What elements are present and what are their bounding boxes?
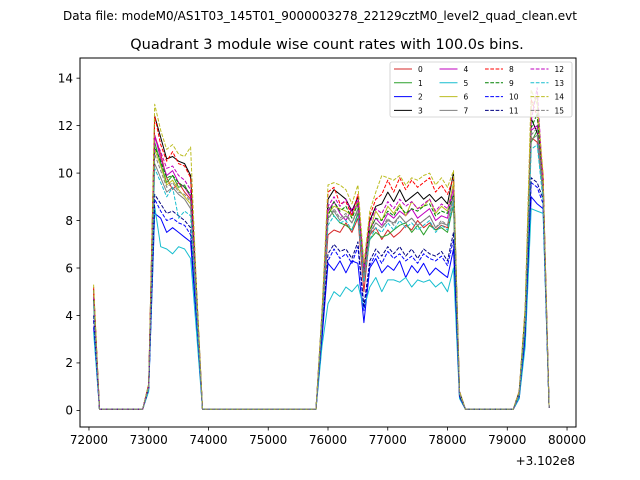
legend-label-13: 13 (555, 79, 565, 88)
axes-background (80, 58, 576, 427)
y-tick-label: 8 (65, 214, 73, 228)
series-layer (93, 87, 550, 410)
y-tick-label: 6 (65, 261, 73, 275)
legend-label-4: 4 (464, 65, 469, 74)
legend-label-6: 6 (464, 93, 469, 102)
legend-label-1: 1 (418, 79, 423, 88)
x-tick-label: 78000 (428, 433, 466, 447)
legend-label-9: 9 (509, 79, 514, 88)
legend-label-3: 3 (418, 106, 423, 115)
suptitle: Data file: modeM0/AS1T03_145T01_90000032… (63, 9, 577, 23)
x-offset-label: +3.102e8 (516, 454, 575, 468)
legend-label-14: 14 (555, 93, 565, 102)
legend-label-11: 11 (509, 106, 519, 115)
y-tick-label: 4 (65, 309, 73, 323)
x-tick-label: 73000 (130, 433, 168, 447)
x-tick-label: 77000 (369, 433, 407, 447)
x-tick-label: 74000 (189, 433, 227, 447)
legend-label-15: 15 (555, 106, 565, 115)
legend-label-2: 2 (418, 93, 423, 102)
legend-label-12: 12 (555, 65, 565, 74)
x-tick-label: 80000 (548, 433, 586, 447)
legend-label-8: 8 (509, 65, 514, 74)
y-tick-label: 2 (65, 356, 73, 370)
x-tick-label: 75000 (249, 433, 287, 447)
series-line-15 (93, 127, 550, 410)
legend-label-7: 7 (464, 106, 469, 115)
plot-area (79, 57, 577, 428)
y-tick-label: 10 (58, 166, 73, 180)
y-tick-label: 12 (58, 119, 73, 133)
x-tick-label: 76000 (309, 433, 347, 447)
x-axis: 72000 73000 74000 75000 76000 77000 78000 79000… (70, 427, 586, 447)
legend-label-10: 10 (509, 93, 519, 102)
legend-label-5: 5 (464, 79, 469, 88)
y-tick-label: 14 (58, 71, 73, 85)
legend-label-0: 0 (418, 65, 423, 74)
chart-title: Quadrant 3 module wise count rates with … (130, 37, 524, 53)
x-tick-label: 72000 (70, 433, 108, 447)
y-tick-label: 0 (65, 404, 73, 418)
legend-box (389, 61, 573, 118)
y-axis: 0 2 4 6 8 10 12 14 (58, 71, 80, 418)
x-tick-label: 79000 (488, 433, 526, 447)
